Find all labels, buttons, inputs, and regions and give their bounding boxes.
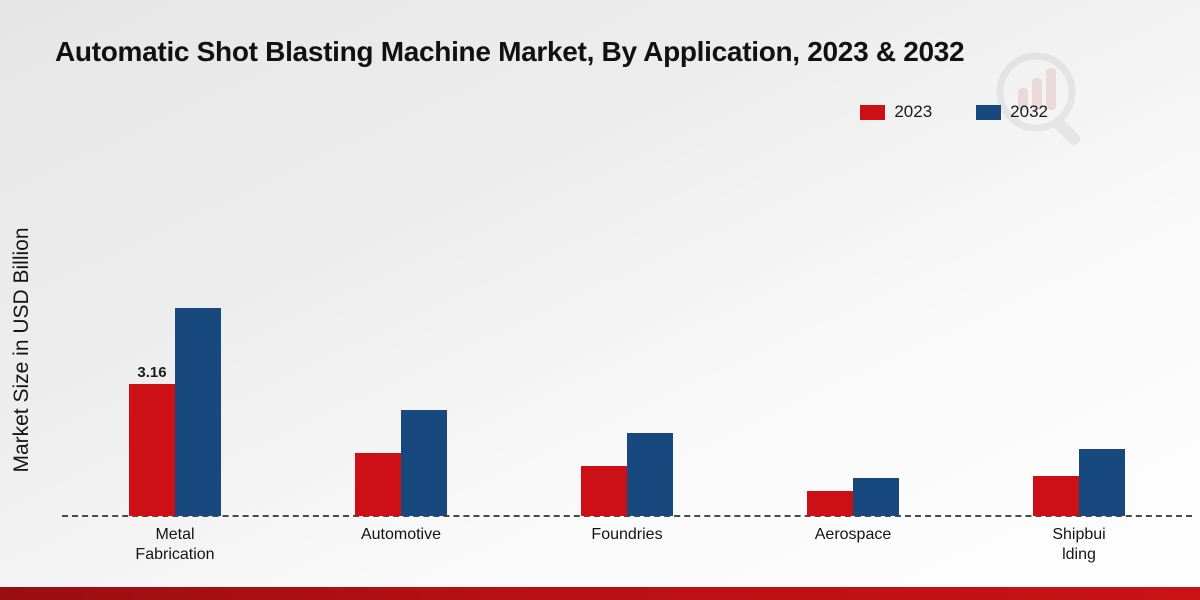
bottom-accent-bar — [0, 587, 1200, 600]
bar-2032-aerospace — [853, 478, 899, 516]
bar-2032-automotive — [401, 410, 447, 516]
bar-2023-automotive — [355, 453, 401, 516]
legend-item-2023: 2023 — [860, 102, 932, 122]
bar-group-aerospace: Aerospace — [740, 266, 966, 543]
category-label-aerospace: Aerospace — [814, 526, 892, 543]
bar-pair-aerospace — [807, 478, 899, 516]
bar-pair-foundries — [581, 433, 673, 516]
chart-title: Automatic Shot Blasting Machine Market, … — [55, 36, 965, 67]
chart-legend: 2023 2032 — [860, 102, 1048, 122]
bar-groups-container: 3.16 Metal Fabrication Automotive Foundries A… — [62, 266, 1192, 563]
bar-2032-shipbuilding — [1079, 449, 1125, 516]
category-label-metal-fabrication: Metal Fabrication — [135, 526, 215, 563]
bar-2023-foundries — [581, 466, 627, 516]
legend-label-2032: 2032 — [1010, 102, 1048, 121]
bar-pair-shipbuilding — [1033, 449, 1125, 516]
bar-group-foundries: Foundries — [514, 266, 740, 543]
category-label-automotive: Automotive — [360, 526, 442, 543]
legend-label-2023: 2023 — [894, 102, 933, 121]
bar-2032-foundries — [627, 433, 673, 516]
bar-value-label: 3.16 — [137, 364, 167, 381]
category-label-shipbuilding: Shipbui lding — [1052, 526, 1106, 563]
legend-swatch-2023-icon — [860, 104, 886, 120]
category-label-foundries: Foundries — [591, 526, 663, 543]
legend-item-2032: 2032 — [976, 102, 1048, 122]
bar-group-metal-fabrication: 3.16 Metal Fabrication — [62, 266, 288, 563]
bar-2023-shipbuilding — [1033, 476, 1079, 516]
bar-group-automotive: Automotive — [288, 266, 514, 543]
bar-2032-metal-fabrication — [175, 308, 221, 516]
bar-pair-metal-fabrication: 3.16 — [129, 308, 221, 516]
plot-area: 3.16 Metal Fabrication Automotive Foundries A… — [62, 266, 1192, 563]
bar-2023-aerospace — [807, 491, 853, 516]
legend-swatch-2032-icon — [976, 104, 1002, 120]
bar-2023-metal-fabrication: 3.16 — [129, 364, 175, 516]
bar-group-shipbuilding: Shipbui lding — [966, 266, 1192, 563]
bar-pair-automotive — [355, 410, 447, 516]
y-axis-label: Market Size in USD Billion — [10, 227, 33, 473]
x-axis-baseline — [62, 515, 1192, 517]
watermark-logo-icon — [988, 48, 1088, 153]
